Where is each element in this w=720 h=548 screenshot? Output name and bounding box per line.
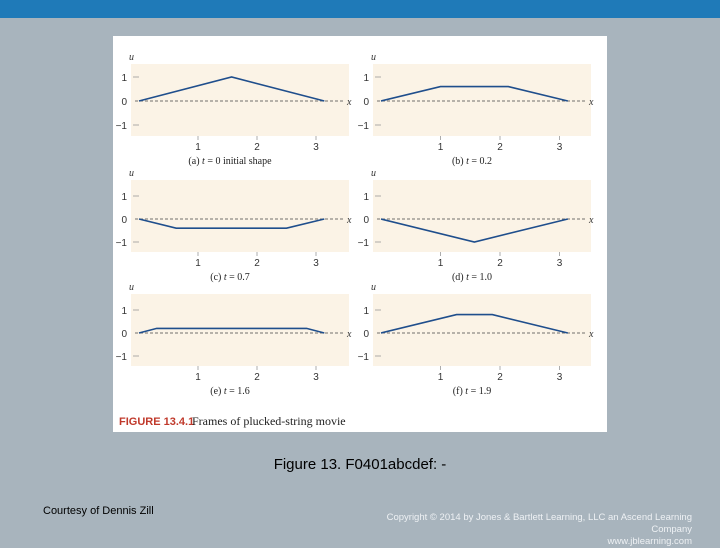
x-tick-label: 2 [254, 372, 260, 383]
x-axis-label: x [588, 329, 594, 340]
panel-background [131, 294, 349, 366]
x-tick-label: 3 [557, 372, 563, 383]
x-tick-label: 2 [497, 372, 503, 383]
y-axis-label: u [371, 52, 376, 63]
panel-caption: (e) t = 1.6 [210, 386, 250, 397]
panel-background [373, 180, 591, 252]
string-shape-line [138, 327, 325, 334]
x-tick-label: 2 [497, 258, 503, 269]
x-axis-label: x [588, 97, 594, 108]
top-accent-bar [0, 0, 720, 18]
panel-background [373, 64, 591, 136]
x-axis-label: x [588, 215, 594, 226]
x-axis-label: x [346, 215, 352, 226]
y-tick-label: 1 [121, 306, 127, 317]
y-tick-label: 0 [363, 97, 369, 108]
x-tick-label: 3 [557, 258, 563, 269]
y-tick-label: 0 [121, 97, 127, 108]
string-shape-line [380, 85, 568, 102]
string-shape-line [380, 313, 568, 334]
x-tick-label: 2 [254, 258, 260, 269]
x-tick-label: 2 [254, 142, 260, 153]
x-tick-label: 3 [313, 142, 319, 153]
panel-caption: (a) t = 0 initial shape [188, 156, 272, 167]
y-tick-label: −1 [116, 238, 128, 249]
courtesy-text: Courtesy of Dennis Zill [43, 505, 154, 517]
y-tick-label: 1 [121, 73, 127, 84]
y-tick-label: −1 [116, 352, 128, 363]
copyright-notice: Copyright © 2014 by Jones & Bartlett Lea… [362, 512, 692, 548]
y-tick-label: 0 [363, 215, 369, 226]
x-tick-label: 1 [195, 142, 201, 153]
copyright-url: www.jblearning.com [607, 536, 692, 547]
y-tick-label: 1 [363, 73, 369, 84]
figure-title: Frames of plucked-string movie [192, 414, 346, 428]
slide-caption: Figure 13. F0401abcdef: - [273, 456, 447, 473]
y-tick-label: 1 [363, 306, 369, 317]
string-shape-line [138, 76, 325, 102]
figure-label: FIGURE 13.4.1 [119, 416, 194, 428]
y-tick-label: 0 [363, 329, 369, 340]
y-axis-label: u [371, 282, 376, 293]
string-shape-line [138, 218, 325, 229]
y-tick-label: 0 [121, 215, 127, 226]
panel-caption: (d) t = 1.0 [452, 272, 492, 283]
x-tick-label: 1 [195, 258, 201, 269]
y-tick-label: 1 [121, 192, 127, 203]
y-tick-label: −1 [358, 352, 370, 363]
x-tick-label: 3 [313, 258, 319, 269]
x-axis-label: x [346, 97, 352, 108]
string-shape-line [380, 218, 568, 243]
y-axis-label: u [129, 168, 134, 179]
y-tick-label: −1 [116, 121, 128, 132]
figure-card: u 1 0 −1 x 1 2 3 (a) t = 0 initial shape u 1 0 −1 x 1 2… [113, 36, 607, 432]
panel-caption: (c) t = 0.7 [210, 272, 250, 283]
copyright-line: Copyright © 2014 by Jones & Bartlett Lea… [386, 512, 692, 535]
x-tick-label: 1 [438, 372, 444, 383]
y-axis-label: u [129, 52, 134, 63]
y-tick-label: −1 [358, 121, 370, 132]
panel-caption: (b) t = 0.2 [452, 156, 492, 167]
y-axis-label: u [371, 168, 376, 179]
y-tick-label: −1 [358, 238, 370, 249]
panel-background [131, 180, 349, 252]
x-tick-label: 1 [438, 142, 444, 153]
x-tick-label: 3 [557, 142, 563, 153]
x-tick-label: 3 [313, 372, 319, 383]
panel-background [131, 64, 349, 136]
x-axis-label: x [346, 329, 352, 340]
y-tick-label: 0 [121, 329, 127, 340]
x-tick-label: 2 [497, 142, 503, 153]
y-tick-label: 1 [363, 192, 369, 203]
x-tick-label: 1 [438, 258, 444, 269]
y-axis-label: u [129, 282, 134, 293]
x-tick-label: 1 [195, 372, 201, 383]
panel-caption: (f) t = 1.9 [453, 386, 491, 397]
